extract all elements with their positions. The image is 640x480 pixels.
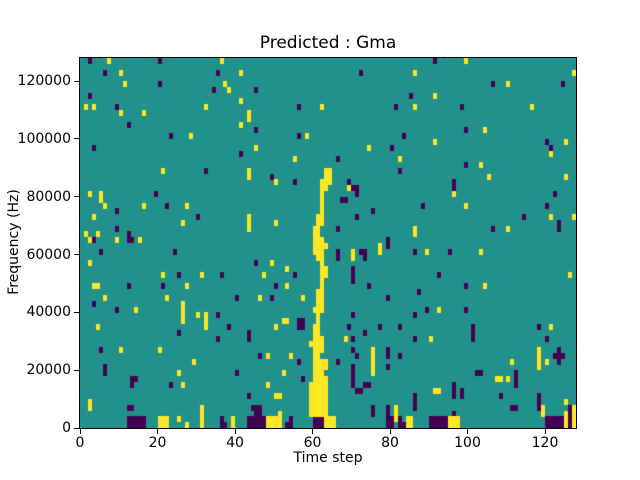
- y-tick-label: 40000: [26, 304, 71, 321]
- y-tick-label: 0: [62, 420, 71, 436]
- x-tick-label: 0: [75, 435, 85, 451]
- x-tick-label: 20: [148, 435, 167, 451]
- plot-frame: [79, 57, 577, 429]
- y-tick: [74, 427, 79, 429]
- x-tick: [544, 429, 546, 434]
- y-tick: [74, 369, 79, 371]
- y-tick-label: 60000: [26, 246, 71, 263]
- x-axis-label: Time step: [293, 450, 363, 466]
- y-tick-label: 20000: [26, 362, 71, 379]
- x-tick-label: 40: [226, 435, 244, 451]
- y-tick: [74, 254, 79, 256]
- x-tick: [312, 429, 313, 434]
- y-tick: [74, 196, 79, 198]
- x-tick-label: 120: [531, 435, 559, 451]
- x-tick: [79, 429, 81, 434]
- x-tick-label: 80: [381, 435, 399, 451]
- x-tick: [234, 429, 236, 434]
- y-tick-label: 120000: [17, 73, 71, 90]
- y-tick-label: 80000: [26, 188, 71, 205]
- y-tick-label: 100000: [17, 130, 71, 147]
- x-tick-label: 100: [454, 435, 481, 451]
- x-tick: [467, 429, 468, 434]
- heatmap-canvas: [80, 58, 576, 428]
- y-tick: [74, 311, 79, 313]
- x-tick-label: 60: [303, 435, 322, 451]
- y-tick: [74, 80, 79, 82]
- chart-title: Predicted : Gma: [259, 33, 397, 53]
- x-tick: [157, 429, 158, 434]
- y-tick: [74, 138, 79, 140]
- x-tick: [389, 429, 391, 434]
